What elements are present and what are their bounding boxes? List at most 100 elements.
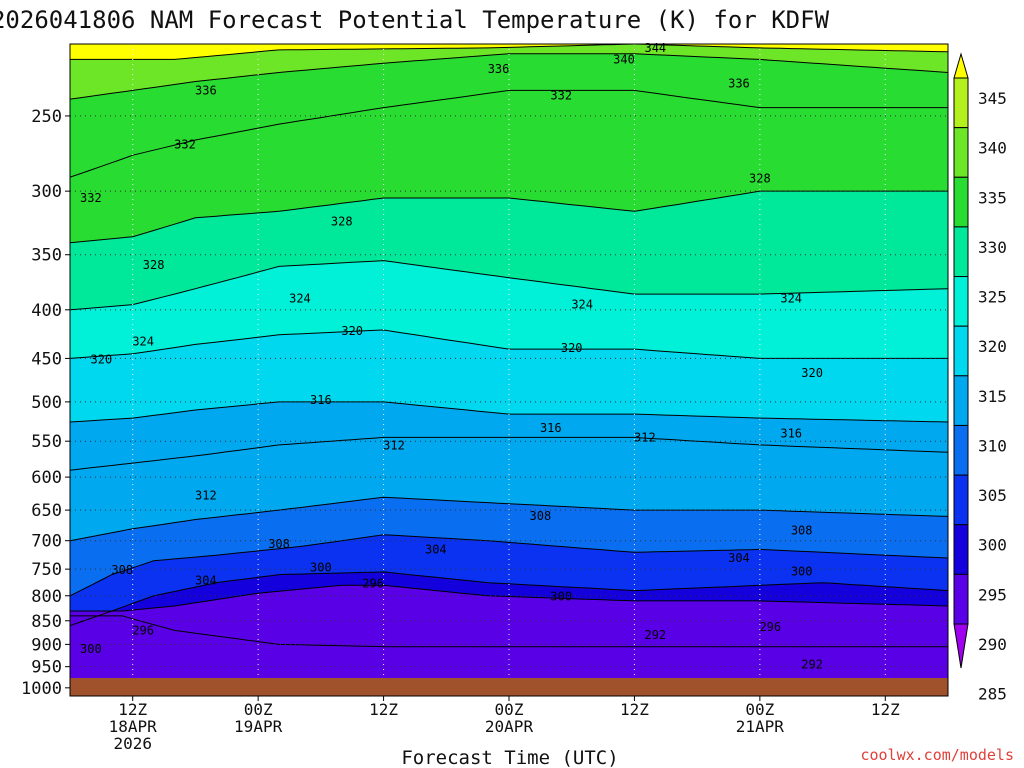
contour-label: 300: [310, 560, 332, 574]
y-tick-label: 550: [31, 432, 62, 452]
y-tick-label: 700: [31, 532, 62, 552]
x-tick-label: 12Z: [369, 700, 398, 719]
contour-label: 312: [383, 439, 405, 453]
contour-label: 320: [561, 341, 583, 355]
contour-label: 296: [132, 623, 154, 637]
contour-line-336: [70, 53, 948, 100]
contour-label: 308: [268, 537, 290, 551]
contour-label: 324: [780, 291, 802, 305]
colorbar-tick-label: 300: [978, 536, 1007, 555]
x-axis-label: Forecast Time (UTC): [401, 747, 618, 768]
x-tick-label: 2026: [113, 734, 152, 753]
contour-label: 308: [530, 509, 552, 523]
colorbar-tick-label: 295: [978, 585, 1007, 604]
contour-label: 296: [759, 620, 781, 634]
x-tick-label: 12Z: [118, 700, 147, 719]
contour-label: 300: [791, 564, 813, 578]
contour-label: 320: [801, 366, 823, 380]
contour-label: 332: [80, 191, 102, 205]
colorbar-swatch-310: [953, 375, 969, 426]
contour-label: 328: [749, 172, 771, 186]
colorbar-tick-label: 320: [978, 337, 1007, 356]
y-tick-label: 350: [31, 246, 62, 266]
x-tick-label: 20APR: [485, 717, 534, 736]
colorbar-swatch-290: [953, 573, 969, 625]
y-tick-label: 300: [31, 182, 62, 202]
colorbar-swatch-345: [953, 52, 969, 79]
colorbar-tick-label: 345: [978, 89, 1007, 108]
x-tick-label: 00Z: [495, 700, 524, 719]
contour-label: 336: [488, 62, 510, 76]
colorbar: 345 340 335 330 325 320 315 310 305 300 295 290 285: [953, 52, 1007, 704]
colorbar-swatch-315: [953, 325, 969, 377]
contour-label: 304: [728, 551, 750, 565]
colorbar-tick-label: 325: [978, 288, 1007, 307]
y-tick-label: 450: [31, 349, 62, 369]
x-tick-label: 19APR: [234, 717, 283, 736]
colorbar-swatch-320: [953, 276, 969, 327]
contour-label: 312: [195, 488, 217, 502]
x-tick-label: 00Z: [244, 700, 273, 719]
contour-label: 332: [174, 138, 196, 152]
y-tick-label: 500: [31, 393, 62, 413]
y-tick-label: 400: [31, 301, 62, 321]
y-tick-label: 900: [31, 635, 62, 655]
contour-label: 332: [550, 89, 572, 103]
y-tick-label: 750: [31, 560, 62, 580]
ground-terrain: [70, 678, 948, 696]
contour-line-300: [70, 571, 948, 627]
y-tick-label: 1000: [21, 679, 62, 699]
colorbar-tick-label: 290: [978, 635, 1007, 654]
contour-line-292: [70, 615, 948, 648]
y-tick-label: 850: [31, 612, 62, 632]
contour-line-312: [70, 436, 948, 471]
contour-label: 312: [634, 430, 656, 444]
contour-label: 304: [425, 542, 447, 556]
y-tick-label: 800: [31, 587, 62, 607]
colorbar-tick-label: 335: [978, 188, 1007, 207]
contour-label: 320: [341, 324, 363, 338]
plot-area: [70, 44, 948, 678]
contour-label: 296: [362, 577, 384, 591]
colorbar-tick-label: 305: [978, 486, 1007, 505]
contour-label: 316: [310, 393, 332, 407]
contour-label: 308: [111, 563, 133, 577]
contour-label: 344: [644, 41, 666, 55]
contour-label: 300: [550, 589, 572, 603]
contour-label: 336: [195, 83, 217, 97]
colorbar-tick-label: 340: [978, 139, 1007, 158]
colorbar-tick-label: 310: [978, 436, 1007, 455]
chart-title: 2026041806 NAM Forecast Potential Temper…: [0, 6, 830, 34]
contour-line-332: [70, 89, 948, 178]
contour-label: 292: [644, 628, 666, 642]
y-axis: 250 300 350 400 450 500 550 600 650 700 750 800 850 9…: [21, 107, 70, 699]
colorbar-swatch-325: [953, 226, 969, 278]
y-tick-label: 650: [31, 501, 62, 521]
x-tick-label: 12Z: [620, 700, 649, 719]
x-tick-label: 12Z: [871, 700, 900, 719]
x-tick-label: 18APR: [109, 717, 158, 736]
contour-label: 304: [195, 574, 217, 588]
contour-label: 292: [801, 657, 823, 671]
contour-label: 324: [571, 298, 593, 312]
colorbar-swatch-305: [953, 424, 969, 476]
contour-label: 328: [143, 258, 165, 272]
contour-label: 316: [540, 421, 562, 435]
colorbar-swatch-295: [953, 524, 969, 575]
y-tick-label: 950: [31, 658, 62, 678]
colorbar-swatch-335: [953, 127, 969, 178]
colorbar-swatch-330: [953, 176, 969, 228]
colorbar-tick-label: 330: [978, 238, 1007, 257]
contour-label: 328: [331, 215, 353, 229]
contour-label: 336: [728, 76, 750, 90]
y-tick-label: 250: [31, 107, 62, 127]
contour-label: 316: [780, 427, 802, 441]
x-tick-label: 21APR: [736, 717, 785, 736]
contour-line-340: [70, 44, 948, 60]
contour-line-308: [70, 496, 948, 542]
contour-line-328: [70, 190, 948, 244]
contour-label: 300: [80, 642, 102, 656]
credit-text: coolwx.com/models: [860, 746, 1014, 764]
colorbar-tick-label: 315: [978, 387, 1007, 406]
